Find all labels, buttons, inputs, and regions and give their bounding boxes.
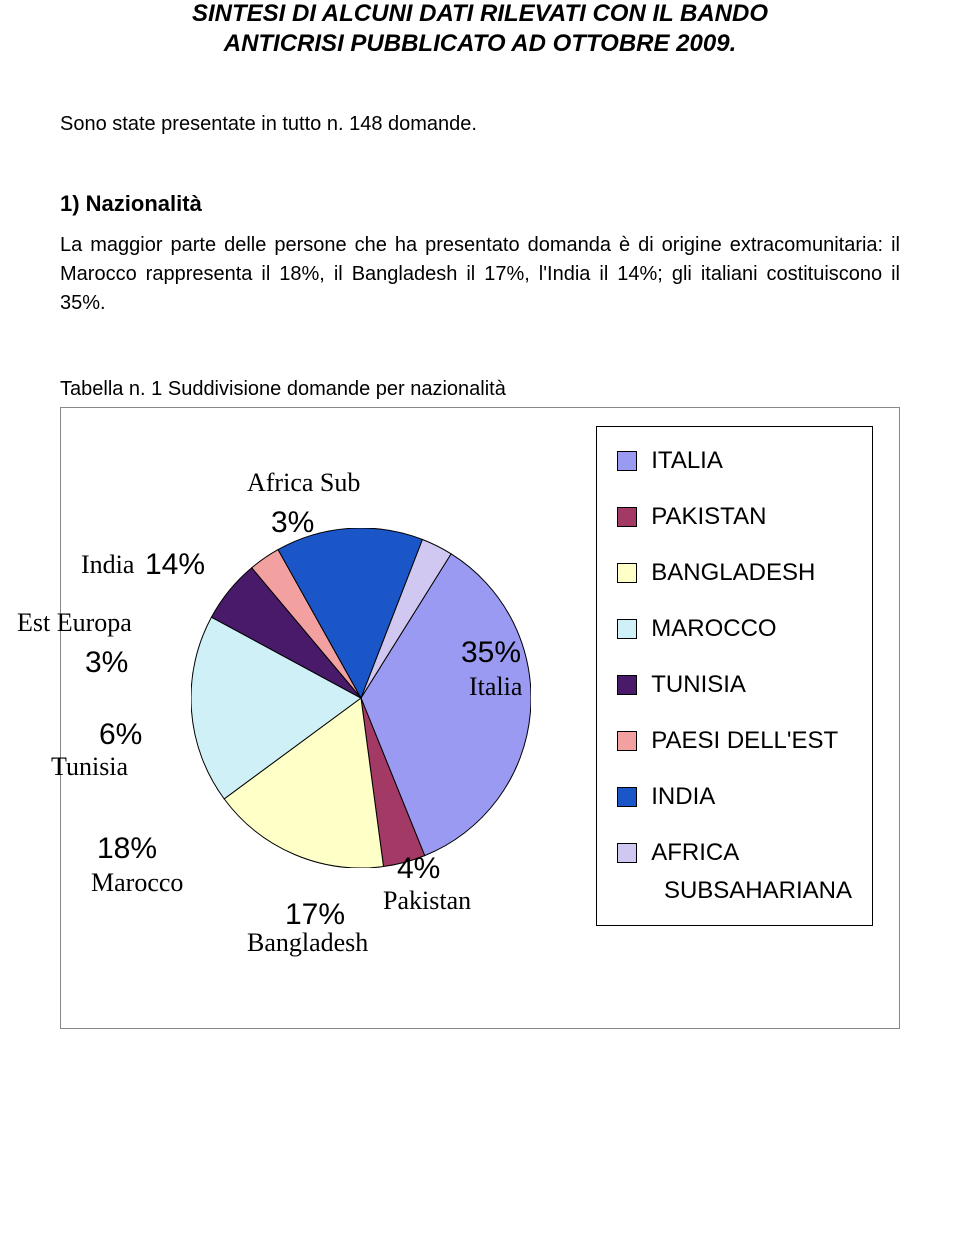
legend-label-tunisia: TUNISIA: [651, 671, 746, 699]
legend-label-bangladesh: BANGLADESH: [651, 559, 815, 587]
legend-item-bangladesh: BANGLADESH: [617, 559, 852, 587]
section-1-body: La maggior parte delle persone che ha pr…: [60, 231, 900, 318]
legend-swatch-bangladesh: [617, 563, 637, 583]
pie-series-label-tunisia: Tunisia: [51, 752, 128, 782]
pie-pct-tunisia: 6%: [99, 718, 142, 752]
pie-series-label-italia: Italia: [469, 672, 522, 702]
legend-item-italia: ITALIA: [617, 447, 852, 475]
pie-chart-container: 35%Italia 4%Pakistan 17%Bangladesh 18%Maroc…: [60, 407, 900, 1029]
legend-label-paesi_est: PAESI DELL'EST: [651, 727, 838, 755]
pie-series-label-marocco: Marocco: [91, 868, 183, 898]
legend: ITALIA PAKISTAN BANGLADESH MAROCCO TUNISIA PA…: [596, 426, 873, 926]
legend-swatch-marocco: [617, 619, 637, 639]
legend-label-africa_sub: AFRICA: [651, 839, 739, 867]
legend-item-paesi_est: PAESI DELL'EST: [617, 727, 852, 755]
legend-label-india: INDIA: [651, 783, 715, 811]
legend-swatch-africa_sub: [617, 843, 637, 863]
legend-label-pakistan: PAKISTAN: [651, 503, 766, 531]
pie-pct-pakistan: 4%: [397, 852, 440, 886]
legend-swatch-india: [617, 787, 637, 807]
pie-series-label-paesi_est: Est Europa: [17, 608, 132, 638]
pie-pct-italia: 35%: [461, 636, 521, 670]
legend-item-marocco: MAROCCO: [617, 615, 852, 643]
legend-label-africa_sub-line2: SUBSAHARIANA: [617, 877, 852, 905]
pie-pct-marocco: 18%: [97, 832, 157, 866]
pie-pct-bangladesh: 17%: [285, 898, 345, 932]
pie-pct-paesi_est: 3%: [85, 646, 128, 680]
pie-series-label-africa_sub: Africa Sub: [247, 468, 360, 498]
chart-caption: Tabella n. 1 Suddivisione domande per na…: [60, 378, 900, 401]
legend-swatch-italia: [617, 451, 637, 471]
pie-pct-india: 14%: [145, 548, 205, 582]
legend-item-india: INDIA: [617, 783, 852, 811]
pie-series-label-india: India: [81, 550, 134, 580]
pie-pct-africa_sub: 3%: [271, 506, 314, 540]
legend-item-africa_sub: AFRICA: [617, 839, 852, 867]
legend-swatch-paesi_est: [617, 731, 637, 751]
legend-item-pakistan: PAKISTAN: [617, 503, 852, 531]
legend-item-tunisia: TUNISIA: [617, 671, 852, 699]
section-1-heading: 1) Nazionalità: [60, 191, 900, 217]
pie-series-label-pakistan: Pakistan: [383, 886, 471, 916]
page: SINTESI DI ALCUNI DATI RILEVATI CON IL B…: [0, 0, 960, 1237]
intro-text: Sono state presentate in tutto n. 148 do…: [60, 113, 900, 136]
legend-swatch-tunisia: [617, 675, 637, 695]
page-title-line2: ANTICRISI PUBBLICATO AD OTTOBRE 2009.: [60, 30, 900, 58]
page-title-line1: SINTESI DI ALCUNI DATI RILEVATI CON IL B…: [60, 0, 900, 28]
legend-label-marocco: MAROCCO: [651, 615, 776, 643]
pie-series-label-bangladesh: Bangladesh: [247, 928, 368, 958]
legend-swatch-pakistan: [617, 507, 637, 527]
legend-label-italia: ITALIA: [651, 447, 723, 475]
